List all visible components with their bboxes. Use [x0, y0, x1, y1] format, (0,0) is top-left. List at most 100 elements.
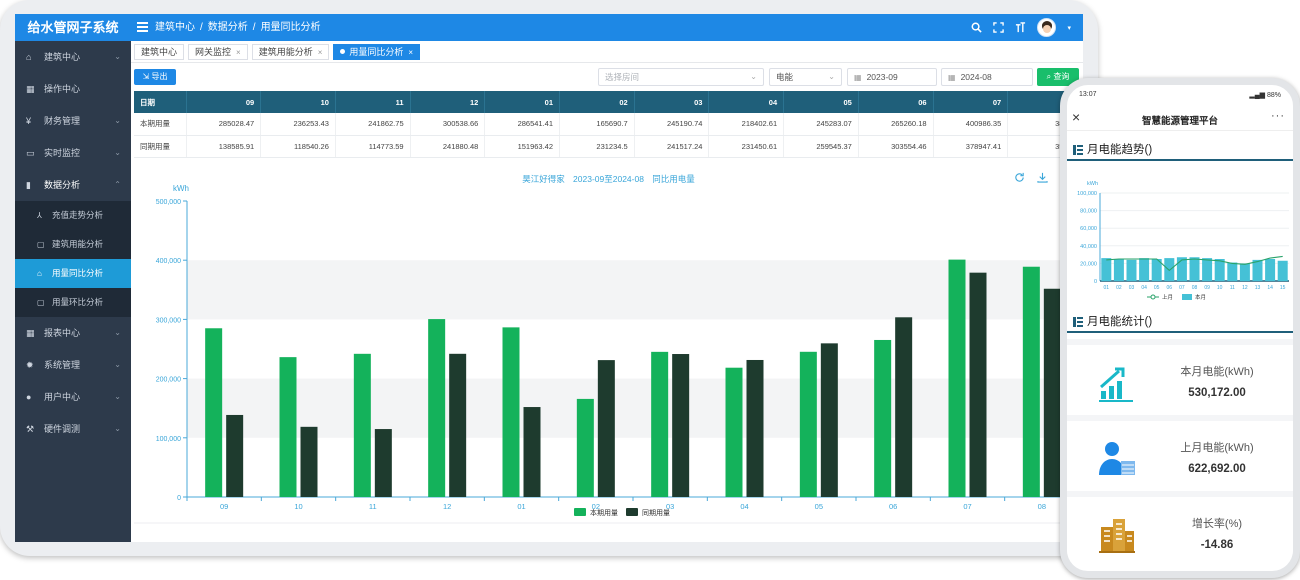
table-cell: 241517.24	[634, 135, 710, 158]
mini-legend-marker	[1150, 294, 1156, 300]
mini-legend-label: 本月	[1195, 293, 1206, 301]
menu-toggle-icon[interactable]	[137, 22, 148, 32]
sidebar-item-label: 报表中心	[44, 328, 81, 338]
legend-swatch	[574, 508, 586, 516]
chevron-down-icon: ⌄	[114, 328, 121, 337]
chevron-down-icon: ⌄	[114, 148, 121, 157]
breadcrumb-item[interactable]: 建筑中心	[155, 22, 195, 33]
tab-label: 用量同比分析	[349, 46, 404, 57]
font-size-icon[interactable]	[1015, 22, 1026, 33]
sidebar-item-label: 硬件调测	[44, 424, 81, 434]
fullscreen-icon[interactable]	[993, 22, 1005, 33]
signal-icon: ▂▄▆	[1249, 92, 1267, 99]
sidebar-item-operation-center[interactable]: ▦ 操作中心	[15, 73, 131, 105]
avatar[interactable]	[1037, 18, 1057, 37]
phone-frame: 13:07 ▂▄▆ 88% × 智慧能源管理平台 ··· 月电能趋势() kWh…	[1060, 78, 1300, 578]
export-button[interactable]: ⇲ 导出	[134, 69, 176, 85]
mini-legend-swatch	[1182, 294, 1192, 300]
sidebar-item-finance[interactable]: ¥ 财务管理 ⌄	[15, 105, 131, 137]
query-button[interactable]: ⌕ 查询	[1037, 68, 1079, 86]
tab-gateway-monitor[interactable]: 网关监控 ×	[188, 43, 248, 60]
calendar-icon: ▦	[854, 73, 862, 82]
x-tick-label: 10	[294, 502, 302, 511]
sidebar-subitem-yoy-analysis[interactable]: ⌂ 用量同比分析	[15, 259, 131, 288]
mini-bar	[1189, 257, 1200, 281]
chevron-down-icon[interactable]: ▾	[1067, 24, 1071, 32]
energy-type-select[interactable]: 电能 ⌄	[769, 68, 842, 86]
sidebar-subitem-recharge-trend[interactable]: ⅄ 充值走势分析	[15, 201, 131, 230]
mini-x-tick-label: 10	[1217, 285, 1223, 291]
mini-x-tick-label: 09	[1204, 285, 1210, 291]
legend-label: 同期用量	[642, 509, 670, 517]
x-tick-label: 06	[889, 502, 897, 511]
tool-icon: ⚒	[26, 424, 35, 434]
room-select[interactable]: 选择房间 ⌄	[598, 68, 764, 86]
start-date-picker[interactable]: ▦ 2023-09	[847, 68, 937, 86]
sidebar-item-data-analysis[interactable]: ▮ 数据分析 ⌃	[15, 169, 131, 201]
download-icon[interactable]	[1037, 172, 1048, 183]
sidebar-item-hardware[interactable]: ⚒ 硬件调测 ⌄	[15, 413, 131, 445]
sidebar-item-report-center[interactable]: ▦ 报表中心 ⌄	[15, 317, 131, 349]
sidebar-subitem-mom-analysis[interactable]: ▢ 用量环比分析	[15, 288, 131, 317]
mini-x-tick-label: 13	[1255, 285, 1261, 291]
mini-x-tick-label: 15	[1280, 285, 1286, 291]
breadcrumb-item[interactable]: 数据分析	[207, 22, 248, 33]
more-icon[interactable]: ···	[1271, 110, 1285, 122]
refresh-icon[interactable]	[1014, 172, 1025, 183]
phone-status-bar: 13:07 ▂▄▆ 88%	[1067, 85, 1293, 103]
y-tick-label: 200,000	[156, 377, 181, 384]
grid-band	[187, 378, 1079, 438]
tab-building-center[interactable]: 建筑中心	[134, 43, 185, 60]
stats-title-text: 月电能统计()	[1087, 316, 1153, 328]
y-tick-label: 500,000	[156, 199, 181, 206]
sidebar-subitem-building-energy[interactable]: ▢ 建筑用能分析	[15, 230, 131, 259]
table-cell: 259545.37	[783, 135, 859, 158]
mini-x-tick-label: 14	[1267, 285, 1273, 291]
sidebar-item-building-center[interactable]: ⌂ 建筑中心 ⌄	[15, 41, 131, 73]
stat-value: 530,172.00	[1188, 387, 1246, 399]
energy-type-value: 电能	[776, 72, 794, 82]
active-dot-icon	[340, 48, 346, 54]
close-icon[interactable]: ×	[1072, 109, 1081, 125]
grid-band	[187, 260, 1079, 320]
mini-bar	[1151, 259, 1162, 281]
sidebar-subitem-label: 用量环比分析	[52, 297, 104, 307]
close-icon[interactable]: ×	[317, 47, 323, 57]
bar-current	[799, 351, 817, 497]
search-icon: ⌕	[1046, 72, 1054, 81]
table-header-cell: 12	[410, 91, 486, 113]
breadcrumb-separator: /	[252, 22, 256, 33]
y-tick-label: 100,000	[156, 436, 181, 443]
table-header-cell: 02	[559, 91, 635, 113]
sidebar-item-monitor[interactable]: ▭ 实时监控 ⌄	[15, 137, 131, 169]
x-tick-label: 07	[963, 502, 971, 511]
status-time: 13:07	[1079, 91, 1097, 98]
chevron-down-icon: ⌄	[114, 116, 121, 125]
mini-bar	[1214, 259, 1225, 281]
end-date-picker[interactable]: ▦ 2024-08	[941, 68, 1033, 86]
mini-y-tick-label: 40,000	[1080, 244, 1097, 250]
search-icon[interactable]	[971, 22, 983, 33]
tab-building-energy[interactable]: 建筑用能分析 ×	[251, 43, 330, 60]
sidebar-item-label: 财务管理	[44, 116, 81, 126]
y-tick-label: 400,000	[156, 258, 181, 265]
sidebar-subitem-label: 用量同比分析	[52, 268, 104, 278]
mini-x-tick-label: 01	[1104, 285, 1110, 291]
breadcrumb-separator: /	[200, 22, 203, 33]
tab-yoy-analysis[interactable]: 用量同比分析 ×	[333, 43, 421, 60]
sidebar-item-system[interactable]: ✹ 系统管理 ⌄	[15, 349, 131, 381]
table-cell: 231234.5	[559, 135, 635, 158]
stat-card-current-month: 本月电能(kWh) 530,172.00	[1067, 339, 1293, 415]
close-icon[interactable]: ×	[408, 47, 414, 57]
mini-bar	[1277, 260, 1288, 281]
table-header-cell: 日期	[134, 91, 187, 113]
trend-title-text: 月电能趋势()	[1087, 144, 1153, 156]
x-tick-label: 02	[592, 502, 600, 511]
close-icon[interactable]: ×	[236, 47, 241, 57]
monthly-trend-chart: kWh 0 20,000 40,000 60,000 80,000 100,000 01 02 0…	[1077, 181, 1289, 301]
table-header-row: 日期091011120102030405060708	[134, 91, 1083, 113]
chevron-down-icon: ⌄	[828, 72, 835, 81]
sidebar-item-user-center[interactable]: ● 用户中心 ⌄	[15, 381, 131, 413]
export-icon: ⇲	[142, 72, 152, 81]
list-icon	[1073, 145, 1083, 155]
